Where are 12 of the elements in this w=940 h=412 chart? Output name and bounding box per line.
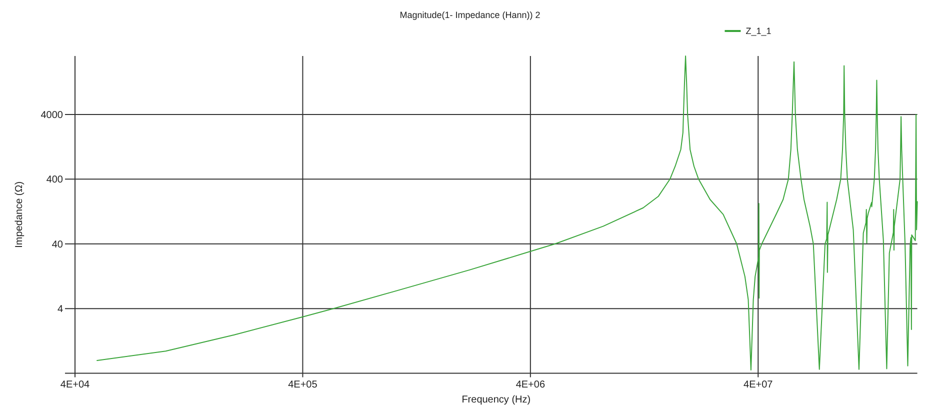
x-tick-label: 4E+04 [60, 379, 90, 390]
legend-label: Z_1_1 [746, 26, 772, 36]
y-axis-title: Impedance (Ω) [14, 181, 25, 248]
x-tick-label: 4E+05 [288, 379, 318, 390]
x-tick-label: 4E+06 [516, 379, 546, 390]
y-tick-label: 400 [46, 174, 64, 186]
x-axis-title: Frequency (Hz) [462, 394, 531, 406]
chart-title: Magnitude(1- Impedance (Hann)) 2 [400, 10, 540, 20]
y-tick-label: 4 [57, 304, 64, 316]
x-tick-label: 4E+07 [744, 379, 774, 390]
y-tick-label: 40 [52, 239, 64, 250]
y-tick-label: 4000 [40, 110, 64, 121]
